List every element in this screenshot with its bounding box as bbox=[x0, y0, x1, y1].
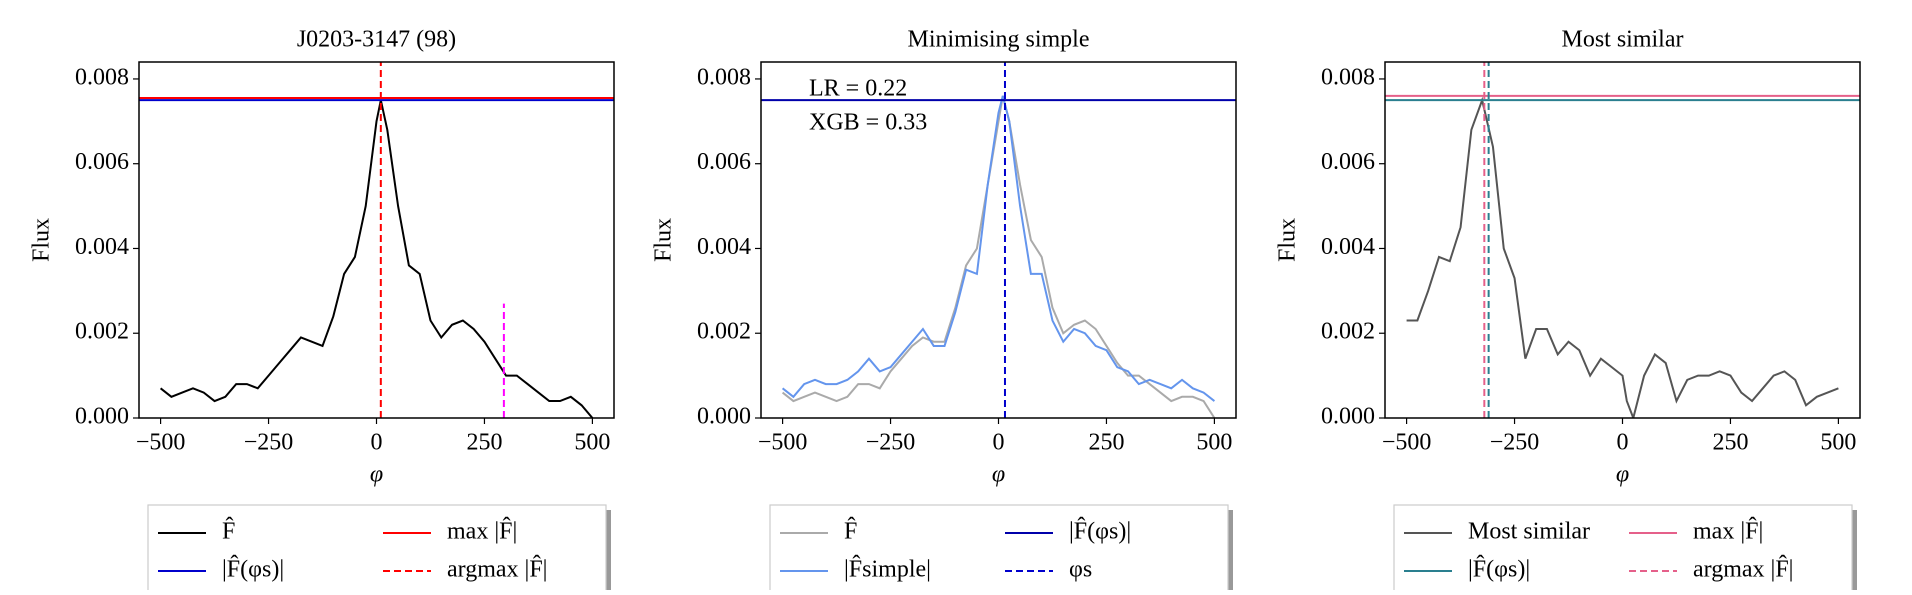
x-tick-label: 500 bbox=[1196, 430, 1232, 456]
legend-label: max |F̂| bbox=[447, 517, 517, 545]
data-line bbox=[781, 95, 1216, 402]
y-tick-label: 0.006 bbox=[697, 149, 751, 175]
plot-area bbox=[1385, 62, 1860, 418]
y-axis-label: Flux bbox=[29, 218, 55, 262]
legend-label: |F̂(φs)| bbox=[1468, 555, 1530, 583]
legend-box bbox=[769, 504, 1229, 595]
x-tick-label: −250 bbox=[866, 430, 916, 456]
x-tick-label: 0 bbox=[993, 430, 1005, 456]
plot-area bbox=[761, 62, 1236, 418]
chart-title: Minimising simple bbox=[907, 27, 1089, 53]
y-tick-label: 0.008 bbox=[697, 64, 751, 90]
y-tick-label: 0.004 bbox=[697, 234, 751, 260]
y-tick-label: 0.006 bbox=[1321, 149, 1375, 175]
annotation: LR = 0.22 bbox=[809, 76, 907, 102]
legend-label: Most similar bbox=[1468, 519, 1590, 545]
legend-label: F̂ bbox=[844, 517, 857, 545]
legend-box bbox=[147, 504, 607, 595]
chart-title: Most similar bbox=[1561, 27, 1683, 53]
y-tick-label: 0.002 bbox=[75, 319, 129, 345]
x-tick-label: 0 bbox=[371, 430, 383, 456]
axes-frame bbox=[138, 61, 615, 419]
legend-label: argmax |F̂| bbox=[447, 555, 548, 583]
x-axis-label: φ bbox=[1616, 462, 1629, 488]
x-tick-label: −500 bbox=[136, 430, 186, 456]
x-axis-label: φ bbox=[992, 462, 1005, 488]
axes-frame bbox=[760, 61, 1237, 419]
x-tick-label: −250 bbox=[1490, 430, 1540, 456]
x-tick-label: −500 bbox=[758, 430, 808, 456]
x-tick-label: 250 bbox=[466, 430, 502, 456]
legend-label: φs bbox=[1069, 557, 1092, 583]
data-line bbox=[159, 99, 594, 418]
data-line bbox=[781, 95, 1216, 418]
x-tick-label: 500 bbox=[574, 430, 610, 456]
x-axis-label: φ bbox=[370, 462, 383, 488]
y-tick-label: 0.008 bbox=[75, 64, 129, 90]
y-tick-label: 0.002 bbox=[1321, 319, 1375, 345]
x-tick-label: −250 bbox=[244, 430, 294, 456]
data-line bbox=[1406, 96, 1839, 418]
plot-area bbox=[139, 62, 614, 418]
y-tick-label: 0.004 bbox=[1321, 234, 1375, 260]
legend-label: max |F̂| bbox=[1693, 517, 1763, 545]
legend-box bbox=[1393, 504, 1853, 595]
chart-title: J0203-3147 (98) bbox=[297, 27, 456, 53]
x-tick-label: −500 bbox=[1382, 430, 1432, 456]
y-tick-label: 0.000 bbox=[697, 404, 751, 430]
x-tick-label: 250 bbox=[1088, 430, 1124, 456]
legend-label: |F̂(φs)| bbox=[222, 555, 284, 583]
y-axis-label: Flux bbox=[1275, 218, 1301, 262]
y-axis-label: Flux bbox=[651, 218, 677, 262]
axes-frame bbox=[1384, 61, 1861, 419]
legend-label: argmax |F̂| bbox=[1693, 555, 1794, 583]
y-tick-label: 0.000 bbox=[75, 404, 129, 430]
y-tick-label: 0.000 bbox=[1321, 404, 1375, 430]
x-tick-label: 500 bbox=[1820, 430, 1856, 456]
legend-label: |F̂simple| bbox=[844, 555, 931, 583]
annotation: XGB = 0.33 bbox=[809, 110, 927, 136]
y-tick-label: 0.008 bbox=[1321, 64, 1375, 90]
legend-label: F̂ bbox=[222, 517, 235, 545]
y-tick-label: 0.006 bbox=[75, 149, 129, 175]
y-tick-label: 0.004 bbox=[75, 234, 129, 260]
legend-label: |F̂(φs)| bbox=[1069, 517, 1131, 545]
y-tick-label: 0.002 bbox=[697, 319, 751, 345]
x-tick-label: 0 bbox=[1617, 430, 1629, 456]
x-tick-label: 250 bbox=[1712, 430, 1748, 456]
